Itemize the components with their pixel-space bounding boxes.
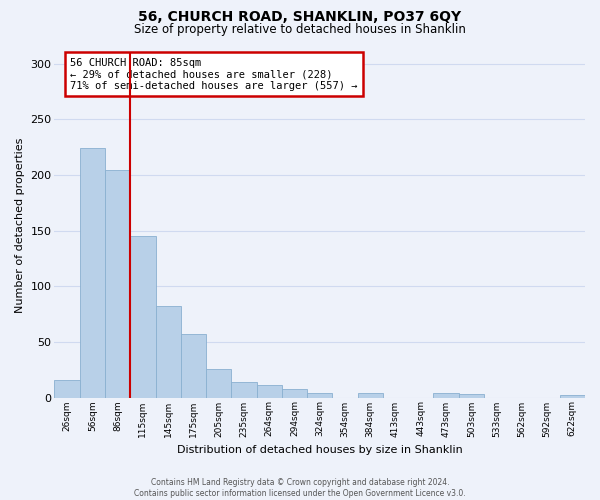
Y-axis label: Number of detached properties: Number of detached properties xyxy=(15,138,25,312)
Bar xyxy=(80,148,105,398)
Bar xyxy=(55,380,80,398)
Bar xyxy=(307,393,332,398)
Text: 56 CHURCH ROAD: 85sqm
← 29% of detached houses are smaller (228)
71% of semi-det: 56 CHURCH ROAD: 85sqm ← 29% of detached … xyxy=(70,58,358,91)
Bar xyxy=(282,388,307,398)
Bar xyxy=(358,393,383,398)
Text: 56, CHURCH ROAD, SHANKLIN, PO37 6QY: 56, CHURCH ROAD, SHANKLIN, PO37 6QY xyxy=(139,10,461,24)
Bar xyxy=(105,170,130,398)
Bar xyxy=(232,382,257,398)
Bar xyxy=(433,393,458,398)
Bar xyxy=(560,396,585,398)
X-axis label: Distribution of detached houses by size in Shanklin: Distribution of detached houses by size … xyxy=(177,445,463,455)
Bar xyxy=(458,394,484,398)
Bar xyxy=(155,306,181,398)
Bar xyxy=(206,368,232,398)
Bar xyxy=(257,386,282,398)
Bar xyxy=(181,334,206,398)
Text: Contains HM Land Registry data © Crown copyright and database right 2024.
Contai: Contains HM Land Registry data © Crown c… xyxy=(134,478,466,498)
Bar xyxy=(130,236,155,398)
Text: Size of property relative to detached houses in Shanklin: Size of property relative to detached ho… xyxy=(134,22,466,36)
